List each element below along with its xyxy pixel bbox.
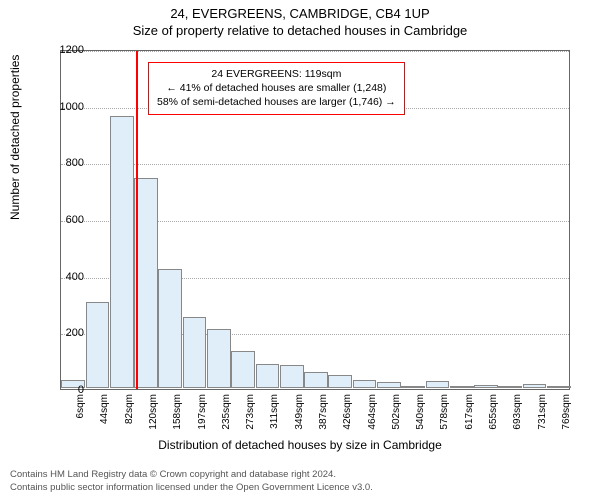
x-tick-label: 426sqm (342, 394, 353, 444)
x-tick-label: 578sqm (439, 394, 450, 444)
annotation-line-1: 24 EVERGREENS: 119sqm (157, 67, 396, 81)
x-tick-label: 82sqm (124, 394, 135, 444)
histogram-bar (450, 386, 474, 388)
y-tick-label: 800 (44, 157, 84, 169)
y-tick-label: 200 (44, 327, 84, 339)
histogram-bar (304, 372, 328, 388)
x-tick-label: 120sqm (148, 394, 159, 444)
x-tick-label: 197sqm (197, 394, 208, 444)
histogram-bar (401, 386, 425, 388)
histogram-bar (280, 365, 304, 388)
x-tick-label: 235sqm (221, 394, 232, 444)
footer-line-2: Contains public sector information licen… (10, 482, 373, 494)
y-axis-label: Number of detached properties (8, 55, 22, 220)
histogram-bar (498, 386, 522, 388)
x-tick-label: 387sqm (318, 394, 329, 444)
histogram-bar (256, 364, 280, 388)
histogram-bar (231, 351, 255, 388)
histogram-bar (158, 269, 182, 388)
histogram-bar (183, 317, 207, 388)
histogram-bar (474, 385, 498, 388)
y-tick-label: 600 (44, 214, 84, 226)
histogram-bar (86, 302, 110, 388)
histogram-bar (547, 386, 571, 388)
x-tick-label: 311sqm (269, 394, 280, 444)
annotation-line-3: 58% of semi-detached houses are larger (… (157, 95, 396, 109)
y-tick-label: 1200 (44, 44, 84, 56)
x-tick-label: 540sqm (415, 394, 426, 444)
y-tick-label: 1000 (44, 101, 84, 113)
y-tick-label: 0 (44, 384, 84, 396)
annotation-line-2: ← 41% of detached houses are smaller (1,… (157, 81, 396, 95)
chart-area: 24 EVERGREENS: 119sqm ← 41% of detached … (60, 50, 570, 390)
x-tick-label: 731sqm (537, 394, 548, 444)
x-tick-label: 617sqm (464, 394, 475, 444)
x-tick-label: 44sqm (99, 394, 110, 444)
x-tick-label: 349sqm (294, 394, 305, 444)
histogram-bar (426, 381, 450, 388)
footer-line-1: Contains HM Land Registry data © Crown c… (10, 469, 373, 481)
histogram-bar (523, 384, 547, 388)
histogram-bar (328, 375, 352, 388)
x-tick-label: 693sqm (512, 394, 523, 444)
y-tick-label: 400 (44, 271, 84, 283)
x-tick-label: 502sqm (391, 394, 402, 444)
x-tick-label: 273sqm (245, 394, 256, 444)
footer-attribution: Contains HM Land Registry data © Crown c… (10, 469, 373, 494)
histogram-bar (207, 329, 231, 389)
x-axis-label: Distribution of detached houses by size … (0, 438, 600, 452)
x-tick-label: 464sqm (367, 394, 378, 444)
histogram-bar (353, 380, 377, 389)
x-tick-label: 6sqm (75, 394, 86, 444)
x-tick-label: 769sqm (561, 394, 572, 444)
annotation-box: 24 EVERGREENS: 119sqm ← 41% of detached … (148, 62, 405, 115)
address-title: 24, EVERGREENS, CAMBRIDGE, CB4 1UP (0, 6, 600, 21)
x-tick-label: 655sqm (488, 394, 499, 444)
highlight-line (136, 51, 138, 389)
histogram-bar (377, 382, 401, 388)
chart-subtitle: Size of property relative to detached ho… (0, 23, 600, 38)
histogram-bar (110, 116, 134, 388)
x-tick-label: 158sqm (172, 394, 183, 444)
